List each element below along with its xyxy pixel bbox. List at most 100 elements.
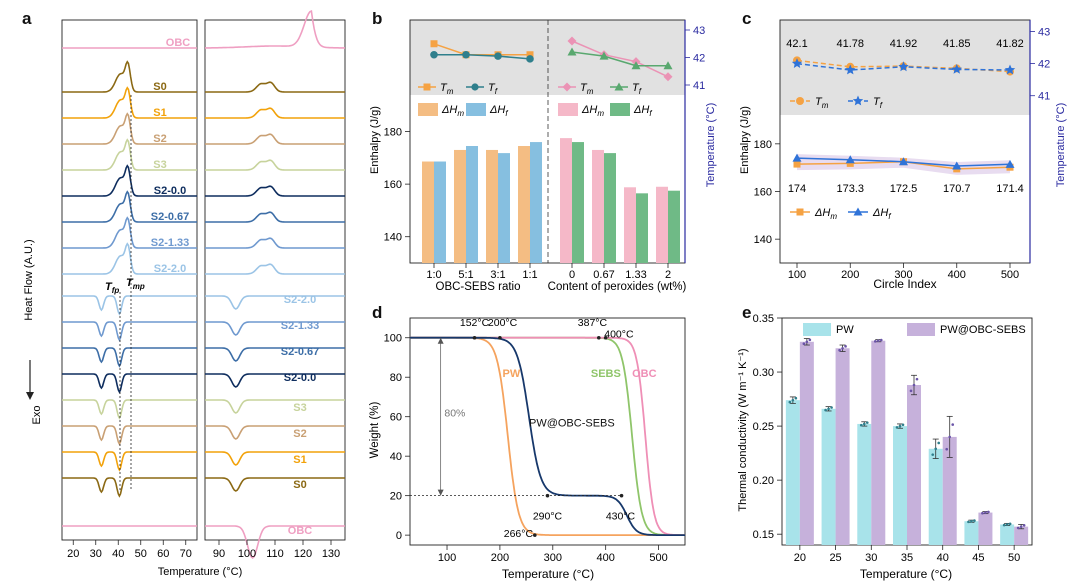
- e-data-point: [981, 511, 984, 515]
- b-temp-marker: [494, 52, 502, 60]
- d-ytick-label: 20: [390, 491, 402, 503]
- c-enthalpy-label: 173.3: [836, 183, 864, 195]
- a-heating-curve-right: [205, 9, 345, 49]
- c-marker: [846, 159, 854, 167]
- e-data-point: [808, 338, 812, 342]
- panel-a-curve-labels: OBC S0 S1 S2 S3 S2-0.0 S2-0.67 S2-1.33 S2-2.0 S2-…: [151, 37, 320, 537]
- d-annotation-dot: [603, 335, 608, 340]
- panel-a: a OBC S0 S1 S2 S3 S2-0.0 S2-0.67 S2-1.33 S2-2.0 S…: [22, 9, 346, 578]
- e-data-point: [838, 348, 841, 352]
- c-marker: [845, 64, 856, 75]
- b-temp-marker: [430, 40, 438, 48]
- b-legend-symbol: T: [580, 82, 588, 94]
- panel-b-right-xlabel: Content of peroxides (wt%): [548, 281, 687, 293]
- a-cooling-curve-right: [205, 477, 345, 492]
- b-legend-symbol: ΔH: [489, 104, 505, 116]
- panel-b-temp-lines: [430, 36, 673, 82]
- e-data-point: [901, 423, 905, 427]
- panel-a-ticks: 20 30 40 50 60 70 90 100 110 120 130: [67, 540, 340, 560]
- b-legend-subscript: m: [597, 109, 604, 118]
- a-heating-curve-left: [62, 86, 197, 119]
- panel-a-left-frame: [61, 19, 198, 541]
- panel-e: e 0.15 0.20 0.25 0.30 0.35 20 25 30 35 40 45 50 PW PW…: [737, 303, 1033, 581]
- e-legend-text: PW@OBC-SEBS: [940, 324, 1026, 336]
- panel-b-ylabel: Enthalpy (J/g): [369, 106, 381, 174]
- b-legend-text: ΔHm: [441, 104, 464, 118]
- d-annotation: 200°C: [488, 317, 518, 329]
- d-series-label: OBC: [632, 368, 657, 380]
- c-marker: [898, 61, 909, 72]
- b-right-ytick-label: 43: [693, 25, 705, 37]
- a-cooling-curve-right: [205, 451, 345, 466]
- b-legend-subscript: f: [495, 87, 498, 96]
- b-temp-line: [571, 51, 668, 67]
- a-heating-curve-right: [205, 107, 345, 119]
- e-bar: [964, 521, 979, 545]
- panel-b-ticks: 140 160 180 41 42 43 1:0 5:1 3:1 1:1 0 0.67 1.33 2: [384, 20, 705, 281]
- e-data-point: [895, 426, 899, 429]
- b-legend-text: Tm: [440, 82, 454, 96]
- panel-d-frame: [409, 317, 686, 546]
- a-upper-label: S2: [153, 133, 166, 145]
- d-ytick-label: 40: [390, 451, 402, 463]
- a-cooling-curve-right: [205, 295, 345, 310]
- b-bar: [656, 186, 668, 263]
- d-80pct-arrow-head: [437, 489, 444, 496]
- e-data-point: [865, 421, 869, 424]
- b-bar: [624, 187, 636, 263]
- b-legend-text: ΔHm: [581, 104, 604, 118]
- e-data-point: [1019, 525, 1023, 528]
- b-bar: [422, 161, 434, 263]
- e-data-point: [824, 408, 827, 412]
- d-annotation-dot: [619, 493, 624, 498]
- b-temp-marker: [663, 72, 673, 82]
- panel-c-plot: 140 160 180 41 42 43 100 200 300 400 500 42.1 41.78 4…: [754, 20, 1050, 281]
- e-data-point: [945, 447, 949, 451]
- a-heating-curve-right: [205, 263, 345, 275]
- b-legend-symbol: ΔH: [633, 104, 649, 116]
- c-legend-subscript: f: [888, 212, 891, 221]
- e-ytick-label: 0.30: [753, 367, 774, 379]
- a-lower-label: S2: [293, 428, 306, 440]
- a-heating-curve-left: [62, 112, 197, 145]
- a-heating-curve-right: [205, 81, 345, 93]
- a-cooling-curve-right: [205, 373, 345, 388]
- b-bar: [668, 190, 680, 263]
- panel-d-ylabel: Weight (%): [369, 402, 381, 459]
- e-data-point: [915, 377, 919, 381]
- tmp-subscript: mp: [133, 282, 145, 291]
- b-legend-subscript: f: [505, 109, 508, 118]
- a-heating-curve-right: [205, 237, 345, 249]
- a-heating-curve-left: [62, 190, 197, 223]
- c-legend-subscript: m: [822, 101, 829, 110]
- svg-text:Tmp: Tmp: [126, 277, 145, 291]
- b-temp-line: [571, 40, 669, 78]
- a-upper-label: S2-2.0: [154, 263, 186, 275]
- b-temp-marker: [526, 55, 534, 63]
- panel-a-exo-label: Exo: [31, 406, 43, 425]
- e-data-point: [1016, 526, 1020, 530]
- a-upper-label: S2-0.67: [151, 211, 190, 223]
- b-legend-symbol: ΔH: [581, 104, 597, 116]
- panel-d-xlabel: Temperature (°C): [502, 567, 594, 581]
- a-heating-curve-right: [205, 133, 345, 145]
- a-heating-curve-left: [62, 138, 197, 171]
- e-data-point: [859, 423, 863, 427]
- d-annotation: 266°C: [504, 528, 534, 540]
- a-left-xtick-label: 30: [90, 548, 102, 560]
- b-legend-swatch: [610, 103, 630, 116]
- c-enthalpy-label: 171.4: [996, 183, 1024, 195]
- e-data-point: [987, 510, 990, 514]
- a-left-xtick-label: 40: [112, 548, 124, 560]
- e-data-point: [830, 406, 833, 409]
- panel-letter-a: a: [22, 9, 32, 28]
- a-lower-label: S3: [293, 402, 306, 414]
- a-upper-label: S1: [153, 107, 166, 119]
- e-ytick-label: 0.15: [753, 529, 774, 541]
- b-legend-marker: [562, 82, 572, 92]
- a-right-xtick-label: 90: [213, 548, 225, 560]
- c-marker: [951, 63, 962, 74]
- c-enthalpy-label: 174: [788, 183, 806, 195]
- c-enthalpy-label: 170.7: [943, 183, 971, 195]
